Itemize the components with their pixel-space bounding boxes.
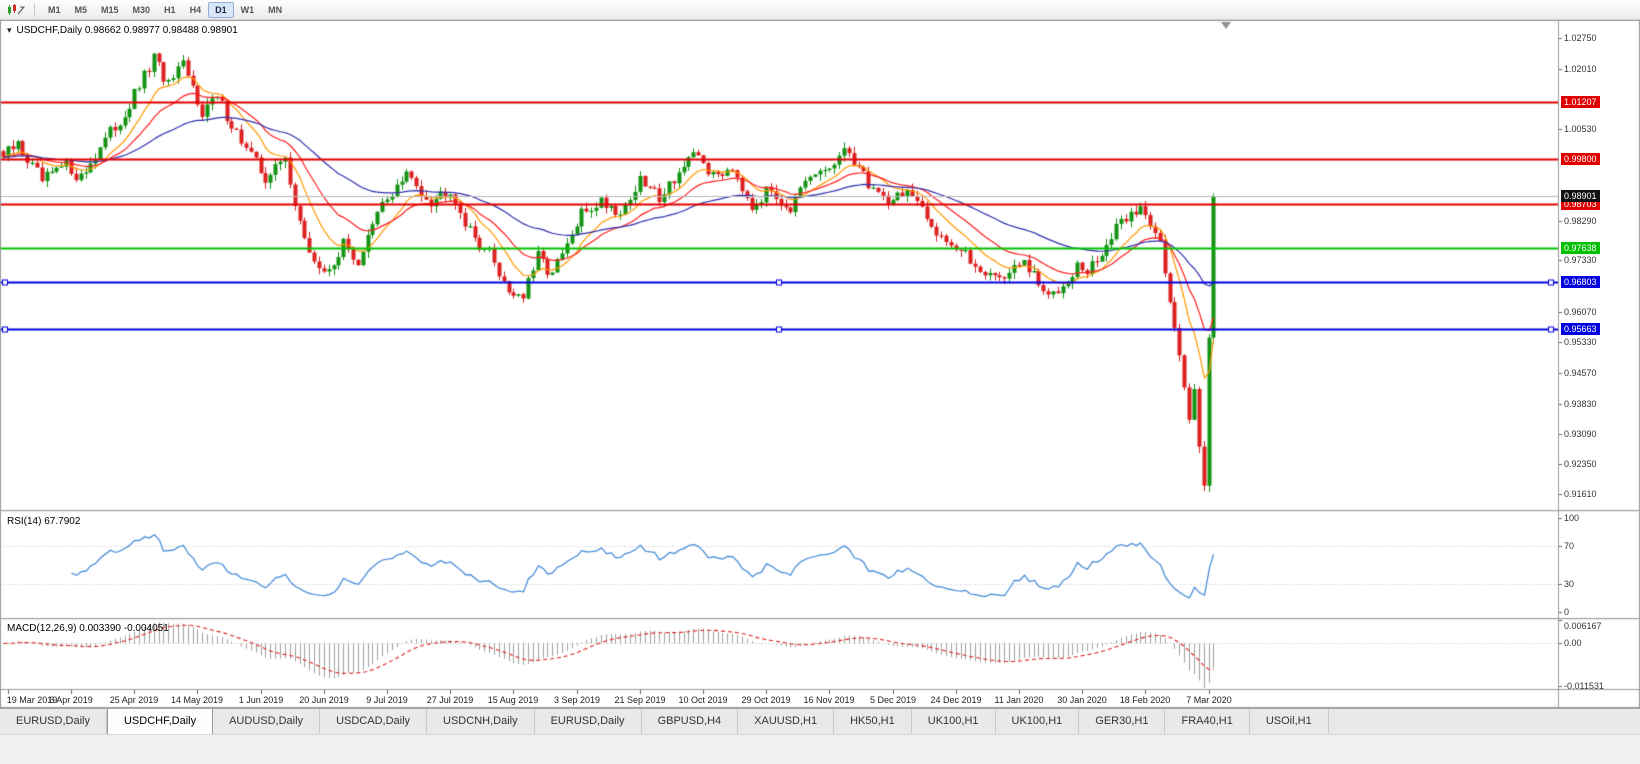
timeframe-button-m15[interactable]: M15	[101, 4, 119, 15]
chart-tab-11[interactable]: GER30,H1	[1079, 709, 1166, 734]
window-bottom-strip	[0, 734, 1640, 764]
toolbar-separator	[34, 2, 35, 17]
chart-tab-3[interactable]: USDCAD,Daily	[320, 709, 428, 734]
macd-indicator-label: MACD(12,26,9) 0.003390 -0.004051	[7, 623, 169, 634]
chart-tab-bar: EURUSD,Daily USDCHF,Daily AUDUSD,Daily USDC…	[0, 708, 1640, 734]
symbol-ohlc-readout: USDCHF,Daily 0.98662 0.98977 0.98488 0.9…	[16, 25, 238, 36]
chart-tab-0[interactable]: EURUSD,Daily	[0, 709, 107, 734]
rsi-indicator-label: RSI(14) 67.7902	[7, 516, 81, 527]
chart-tab-12[interactable]: FRA40,H1	[1165, 709, 1250, 734]
chart-title: ▾ USDCHF,Daily 0.98662 0.98977 0.98488 0…	[7, 25, 238, 36]
chart-tab-2[interactable]: AUDUSD,Daily	[213, 709, 321, 734]
timeframe-buttons: M1 M5 M15 M30 H1 H4 D1 W1 MN	[41, 1, 289, 18]
chart-tab-5[interactable]: EURUSD,Daily	[535, 709, 642, 734]
chart-tab-1[interactable]: USDCHF,Daily	[106, 709, 214, 734]
chart-icon-glyph	[8, 4, 25, 15]
timeframe-button-h1[interactable]: H1	[164, 4, 176, 15]
chart-icon[interactable]	[4, 3, 28, 16]
timeframe-button-m30[interactable]: M30	[132, 4, 151, 15]
chart-tab-4[interactable]: USDCNH,Daily	[427, 709, 535, 734]
timeframe-button-m1[interactable]: M1	[48, 4, 61, 15]
chart-tab-10[interactable]: UK100,H1	[996, 709, 1080, 734]
chart-tab-9[interactable]: UK100,H1	[912, 709, 996, 734]
timeframe-button-w1[interactable]: W1	[240, 4, 255, 15]
timeframe-button-h4[interactable]: H4	[189, 4, 202, 15]
chart-tab-6[interactable]: GBPUSD,H4	[642, 709, 739, 734]
timeframe-button-m5[interactable]: M5	[74, 4, 88, 15]
chart-tab-13[interactable]: USOil,H1	[1250, 709, 1329, 734]
price-chart-canvas[interactable]	[0, 20, 1640, 708]
chart-tab-7[interactable]: XAUUSD,H1	[738, 709, 835, 734]
one-click-trading-toggle[interactable]: ▾	[7, 25, 12, 35]
timeframe-toolbar: M1 M5 M15 M30 H1 H4 D1 W1 MN	[0, 0, 1640, 20]
timeframe-button-mn[interactable]: MN	[268, 4, 283, 15]
chart-area: 1.02750 1.02010 1.00530 0.98290 0.97330 0.960…	[0, 20, 1640, 708]
timeframe-button-d1[interactable]: D1	[208, 1, 234, 18]
chart-tab-8[interactable]: HK50,H1	[834, 709, 912, 734]
